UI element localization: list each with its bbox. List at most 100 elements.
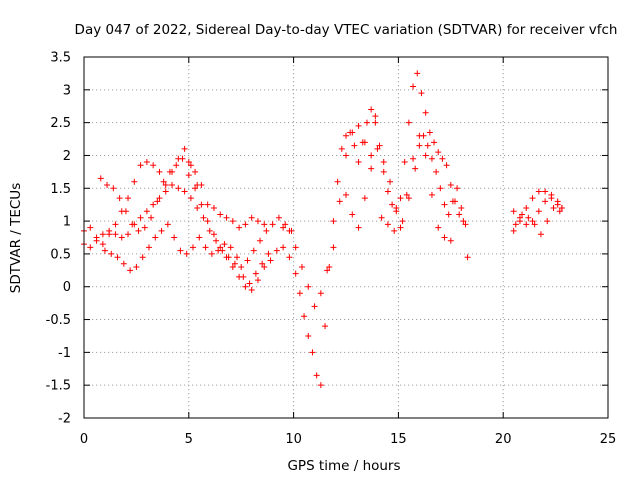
data-point	[428, 155, 435, 162]
data-point	[311, 303, 318, 310]
data-point	[223, 254, 230, 261]
data-point	[418, 90, 425, 97]
data-point	[125, 231, 132, 238]
data-point	[252, 270, 259, 277]
data-point	[556, 208, 563, 215]
data-point	[298, 264, 305, 271]
x-tick-label: 0	[80, 432, 88, 447]
data-point	[101, 247, 108, 254]
data-point	[372, 119, 379, 126]
data-point	[108, 250, 115, 257]
data-point	[410, 83, 417, 90]
data-point	[512, 221, 519, 228]
data-point	[334, 178, 341, 185]
data-point	[217, 244, 224, 251]
x-tick-label: 20	[495, 432, 512, 447]
data-point	[141, 224, 148, 231]
data-point	[280, 224, 287, 231]
data-point	[460, 218, 467, 225]
data-point	[171, 234, 178, 241]
data-point	[99, 241, 106, 248]
plot-frame	[83, 56, 609, 419]
y-tick-label: -0.5	[46, 313, 71, 328]
data-point	[187, 162, 194, 169]
data-point	[204, 218, 211, 225]
data-point	[361, 195, 368, 202]
data-point	[210, 231, 217, 238]
y-axis-label: SDTVAR / TECUs	[8, 183, 24, 293]
data-point	[242, 221, 249, 228]
data-point	[189, 244, 196, 251]
data-point	[236, 224, 243, 231]
y-tick-label: 2	[63, 149, 71, 164]
data-point	[510, 227, 517, 234]
data-point	[403, 191, 410, 198]
data-point	[114, 254, 121, 261]
data-point	[322, 323, 329, 330]
data-point	[305, 332, 312, 339]
data-point	[164, 221, 171, 228]
data-point	[523, 204, 530, 211]
data-point	[263, 227, 270, 234]
data-point	[286, 227, 293, 234]
data-point	[116, 195, 123, 202]
chart-title: Day 047 of 2022, Sidereal Day-to-day VTE…	[75, 22, 618, 38]
data-point	[529, 218, 536, 225]
data-point	[401, 159, 408, 166]
data-point	[280, 244, 287, 251]
data-point	[87, 224, 94, 231]
x-axis-label: GPS time / hours	[287, 458, 400, 474]
series-track-c	[81, 181, 295, 271]
data-point	[537, 231, 544, 238]
x-tick-label: 10	[285, 432, 302, 447]
data-point	[441, 201, 448, 208]
data-point	[447, 237, 454, 244]
data-point	[238, 264, 245, 271]
data-point	[301, 313, 308, 320]
data-point	[309, 349, 316, 356]
y-tick-label: 1.5	[50, 182, 71, 197]
data-point	[458, 204, 465, 211]
data-point	[343, 132, 349, 139]
data-point	[399, 218, 406, 225]
data-point	[99, 231, 106, 238]
data-point	[330, 244, 337, 251]
data-point	[510, 208, 517, 215]
data-point	[380, 168, 387, 175]
data-point	[368, 165, 375, 172]
data-point	[428, 191, 435, 198]
data-point	[148, 214, 155, 221]
y-tick-label: 0.5	[50, 247, 71, 262]
data-point	[265, 250, 272, 257]
data-point	[519, 211, 526, 218]
y-tick-label: 2.5	[50, 116, 71, 131]
data-point	[196, 234, 203, 241]
data-point	[397, 224, 404, 231]
y-tick-label: 3.5	[50, 51, 71, 66]
data-point	[215, 247, 222, 254]
data-point	[378, 214, 385, 221]
series-track-e	[185, 172, 274, 294]
data-point	[416, 142, 423, 149]
data-point	[175, 185, 182, 192]
data-point	[248, 214, 255, 221]
data-point	[558, 204, 565, 211]
data-point	[229, 218, 236, 225]
x-tick-label: 5	[185, 432, 193, 447]
data-point	[223, 214, 230, 221]
data-point	[183, 250, 190, 257]
data-point	[267, 257, 274, 264]
data-point	[187, 195, 194, 202]
series-track-l	[510, 195, 565, 228]
data-point	[122, 208, 129, 215]
data-point	[437, 185, 444, 192]
data-point	[248, 287, 255, 294]
data-point	[535, 188, 542, 195]
data-point	[426, 129, 433, 136]
data-point	[217, 211, 224, 218]
data-point	[127, 267, 134, 274]
data-point	[338, 145, 345, 152]
data-point	[143, 208, 150, 215]
data-point	[548, 195, 555, 202]
